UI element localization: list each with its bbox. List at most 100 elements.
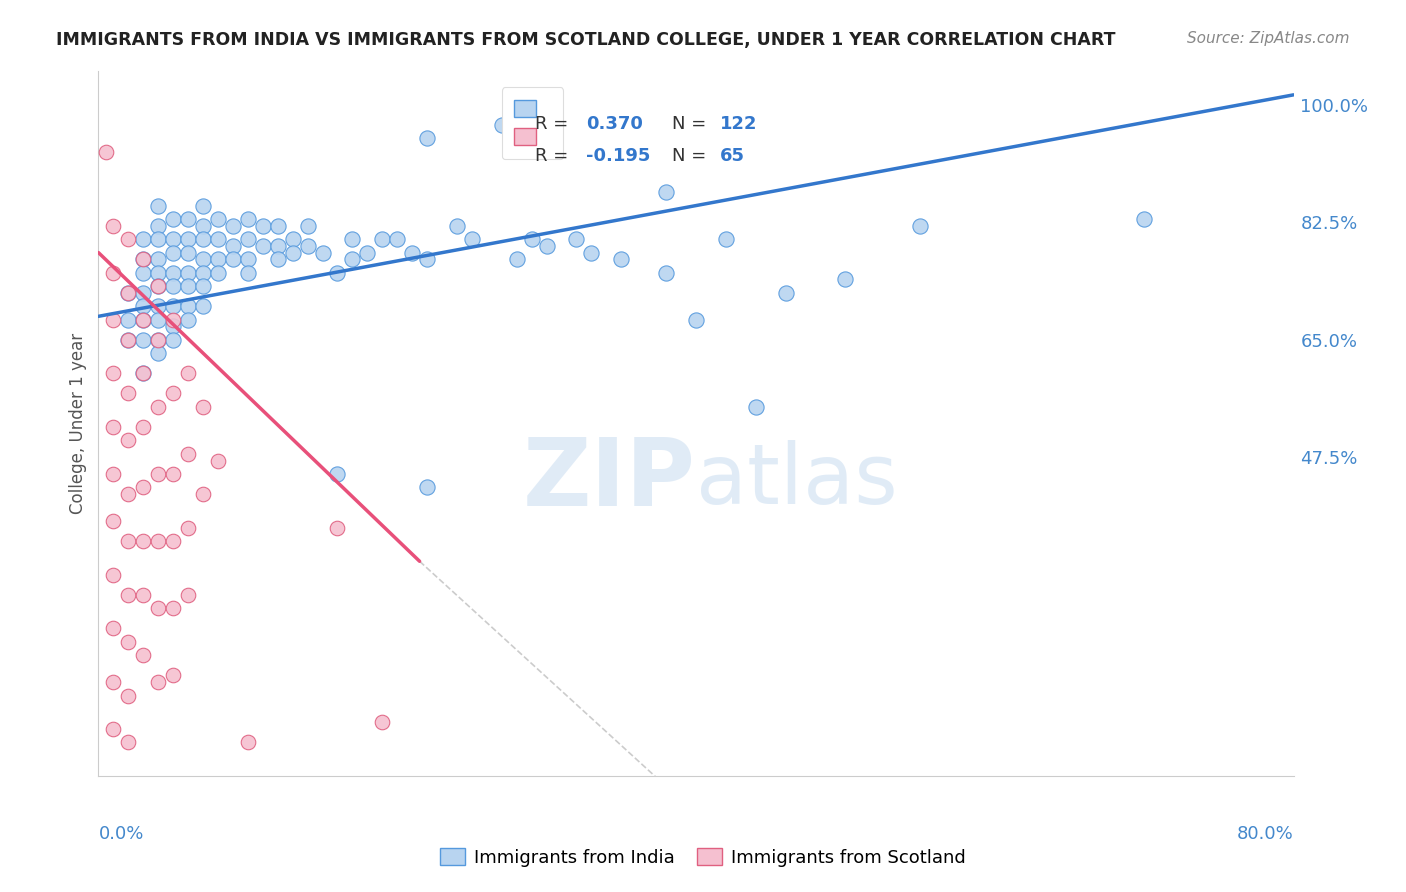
Point (162, 601, 184, 615)
Point (103, 420, 125, 434)
Point (267, 252, 290, 267)
Point (132, 480, 155, 494)
Text: Source: ZipAtlas.com: Source: ZipAtlas.com (1187, 31, 1350, 46)
Point (536, 239, 558, 253)
Point (191, 198, 214, 212)
Point (117, 333, 139, 347)
Point (148, 299, 170, 313)
Point (132, 648, 155, 663)
Point (252, 239, 274, 253)
Point (745, 400, 768, 414)
Point (371, 715, 394, 730)
Point (117, 487, 139, 501)
Point (177, 266, 200, 280)
Point (94, 145, 117, 159)
Point (148, 312, 170, 326)
Point (267, 239, 290, 253)
Point (117, 285, 139, 300)
Point (326, 467, 349, 481)
Point (191, 252, 214, 267)
Point (162, 279, 184, 293)
Point (132, 333, 155, 347)
Point (162, 245, 184, 260)
Point (401, 245, 423, 260)
Point (132, 252, 155, 267)
Point (132, 420, 155, 434)
Point (132, 367, 155, 381)
Point (207, 453, 229, 467)
Point (103, 567, 125, 582)
Point (356, 245, 378, 260)
Point (655, 185, 678, 199)
Point (103, 312, 125, 326)
Point (177, 279, 200, 293)
Point (162, 386, 184, 401)
Point (148, 252, 170, 267)
Point (148, 534, 170, 549)
Point (236, 266, 259, 280)
Point (1133, 212, 1156, 227)
Text: N =: N = (672, 115, 711, 133)
Text: R =: R = (534, 147, 574, 165)
Point (416, 252, 439, 267)
Point (132, 534, 155, 549)
Point (177, 521, 200, 535)
Point (117, 232, 139, 246)
Point (342, 232, 364, 246)
Point (148, 333, 170, 347)
Point (117, 434, 139, 448)
Point (148, 266, 170, 280)
Point (416, 480, 439, 494)
Point (162, 312, 184, 326)
Point (297, 239, 319, 253)
Point (132, 252, 155, 267)
Point (148, 400, 170, 414)
Point (281, 245, 304, 260)
Point (371, 232, 394, 246)
Point (297, 219, 319, 233)
Point (117, 735, 139, 749)
Point (207, 266, 229, 280)
Point (191, 219, 214, 233)
Point (834, 272, 856, 286)
Point (132, 285, 155, 300)
Text: 0.0%: 0.0% (98, 825, 143, 843)
Point (132, 312, 155, 326)
Point (132, 367, 155, 381)
Point (103, 675, 125, 690)
Point (117, 386, 139, 401)
Point (148, 232, 170, 246)
Point (222, 252, 245, 267)
Point (148, 219, 170, 233)
Text: ZIP: ZIP (523, 434, 696, 526)
Point (117, 588, 139, 602)
Point (520, 232, 543, 246)
Point (191, 279, 214, 293)
Point (148, 675, 170, 690)
Point (103, 722, 125, 736)
Point (177, 312, 200, 326)
Text: N =: N = (672, 147, 711, 165)
Point (117, 333, 139, 347)
Point (342, 252, 364, 267)
Point (446, 219, 468, 233)
Point (236, 212, 259, 227)
Point (655, 266, 678, 280)
Point (908, 219, 931, 233)
Point (148, 601, 170, 615)
Point (207, 252, 229, 267)
Point (132, 588, 155, 602)
Point (162, 266, 184, 280)
Point (148, 346, 170, 360)
Point (132, 312, 155, 326)
Point (191, 232, 214, 246)
Point (222, 239, 245, 253)
Point (132, 232, 155, 246)
Point (177, 299, 200, 313)
Text: IMMIGRANTS FROM INDIA VS IMMIGRANTS FROM SCOTLAND COLLEGE, UNDER 1 YEAR CORRELAT: IMMIGRANTS FROM INDIA VS IMMIGRANTS FROM… (56, 31, 1116, 49)
Point (461, 232, 484, 246)
Text: atlas: atlas (696, 440, 897, 521)
Point (132, 299, 155, 313)
Point (162, 467, 184, 481)
Legend: Immigrants from India, Immigrants from Scotland: Immigrants from India, Immigrants from S… (433, 841, 973, 874)
